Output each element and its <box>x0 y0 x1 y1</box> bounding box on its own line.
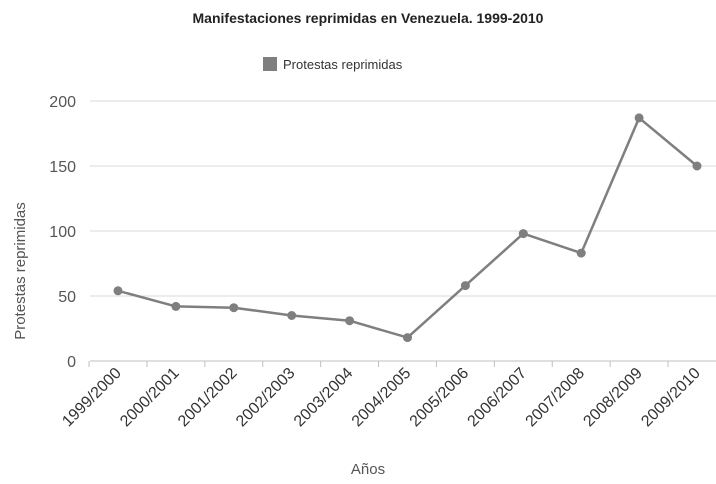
y-tick-label: 50 <box>58 289 76 306</box>
x-tick-label: 2005/2006 <box>407 365 473 431</box>
x-tick-label: 2007/2008 <box>523 365 589 431</box>
data-point <box>635 113 644 122</box>
data-point <box>287 311 296 320</box>
data-point <box>229 303 238 312</box>
y-axis-ticks: 0 50 100 150 200 <box>49 94 76 371</box>
legend: Protestas reprimidas <box>263 57 403 72</box>
data-point <box>519 229 528 238</box>
data-point <box>114 286 123 295</box>
data-point <box>171 302 180 311</box>
x-tick-label: 2006/2007 <box>465 365 531 431</box>
y-tick-label: 100 <box>49 224 76 241</box>
series <box>114 113 702 342</box>
data-point <box>403 333 412 342</box>
legend-swatch <box>263 57 277 71</box>
x-tick-label: 2000/2001 <box>117 365 183 431</box>
y-tick-label: 200 <box>49 94 76 111</box>
y-tick-label: 150 <box>49 159 76 176</box>
chart-title: Manifestaciones reprimidas en Venezuela.… <box>193 10 544 26</box>
data-point <box>461 281 470 290</box>
x-tick-label: 1999/2000 <box>59 365 125 431</box>
x-axis-label: Años <box>351 461 385 478</box>
y-axis-label: Protestas reprimidas <box>12 202 29 340</box>
legend-label: Protestas reprimidas <box>283 57 403 72</box>
x-tick-label: 2004/2005 <box>349 365 415 431</box>
x-tick-label: 2009/2010 <box>638 365 704 431</box>
grid <box>90 101 716 296</box>
x-tick-label: 2003/2004 <box>291 365 357 431</box>
data-point <box>693 162 702 171</box>
y-tick-label: 0 <box>67 354 76 371</box>
data-point <box>345 316 354 325</box>
data-point <box>577 249 586 258</box>
series-line <box>118 118 697 338</box>
x-axis-ticks: 1999/20002000/20012001/20022002/20032003… <box>59 365 704 431</box>
x-tick-label: 2002/2003 <box>233 365 299 431</box>
x-tick-label: 2008/2009 <box>580 365 646 431</box>
x-tick-label: 2001/2002 <box>175 365 241 431</box>
